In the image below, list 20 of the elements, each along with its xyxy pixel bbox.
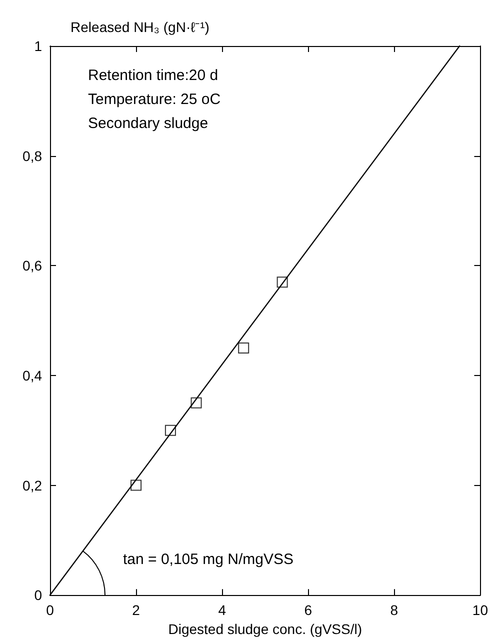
x-tick-label: 0 [46,602,54,618]
x-tick-label: 8 [390,602,398,618]
point [238,342,250,354]
x-tick-label: 4 [218,602,226,618]
y-tick-label: 0 [34,587,42,604]
y-tick-label: 1 [34,38,42,54]
x-tick-label: 10 [472,602,488,618]
annotation: Secondary sludge [88,115,208,132]
y-tick-label: 0,4 [22,367,42,384]
y-tick-label: 0,2 [22,477,42,494]
y-tick-label: 0,6 [22,258,42,274]
x-axis-title: Digested sludge conc. (gVSS/l) [168,621,362,637]
y-tick-label: 0,8 [22,148,42,164]
y-axis-title: Released NH₃ (gN·ℓ⁻¹) [70,19,210,35]
annotation: tan = 0,105 mg N/mgVSS [123,551,294,568]
point [130,480,142,491]
annotation: Temperature: 25 oC [88,91,221,108]
x-tick-label: 6 [304,602,312,618]
x-tick-label: 2 [132,602,140,618]
annotation: Retention time:20 d [88,67,218,84]
